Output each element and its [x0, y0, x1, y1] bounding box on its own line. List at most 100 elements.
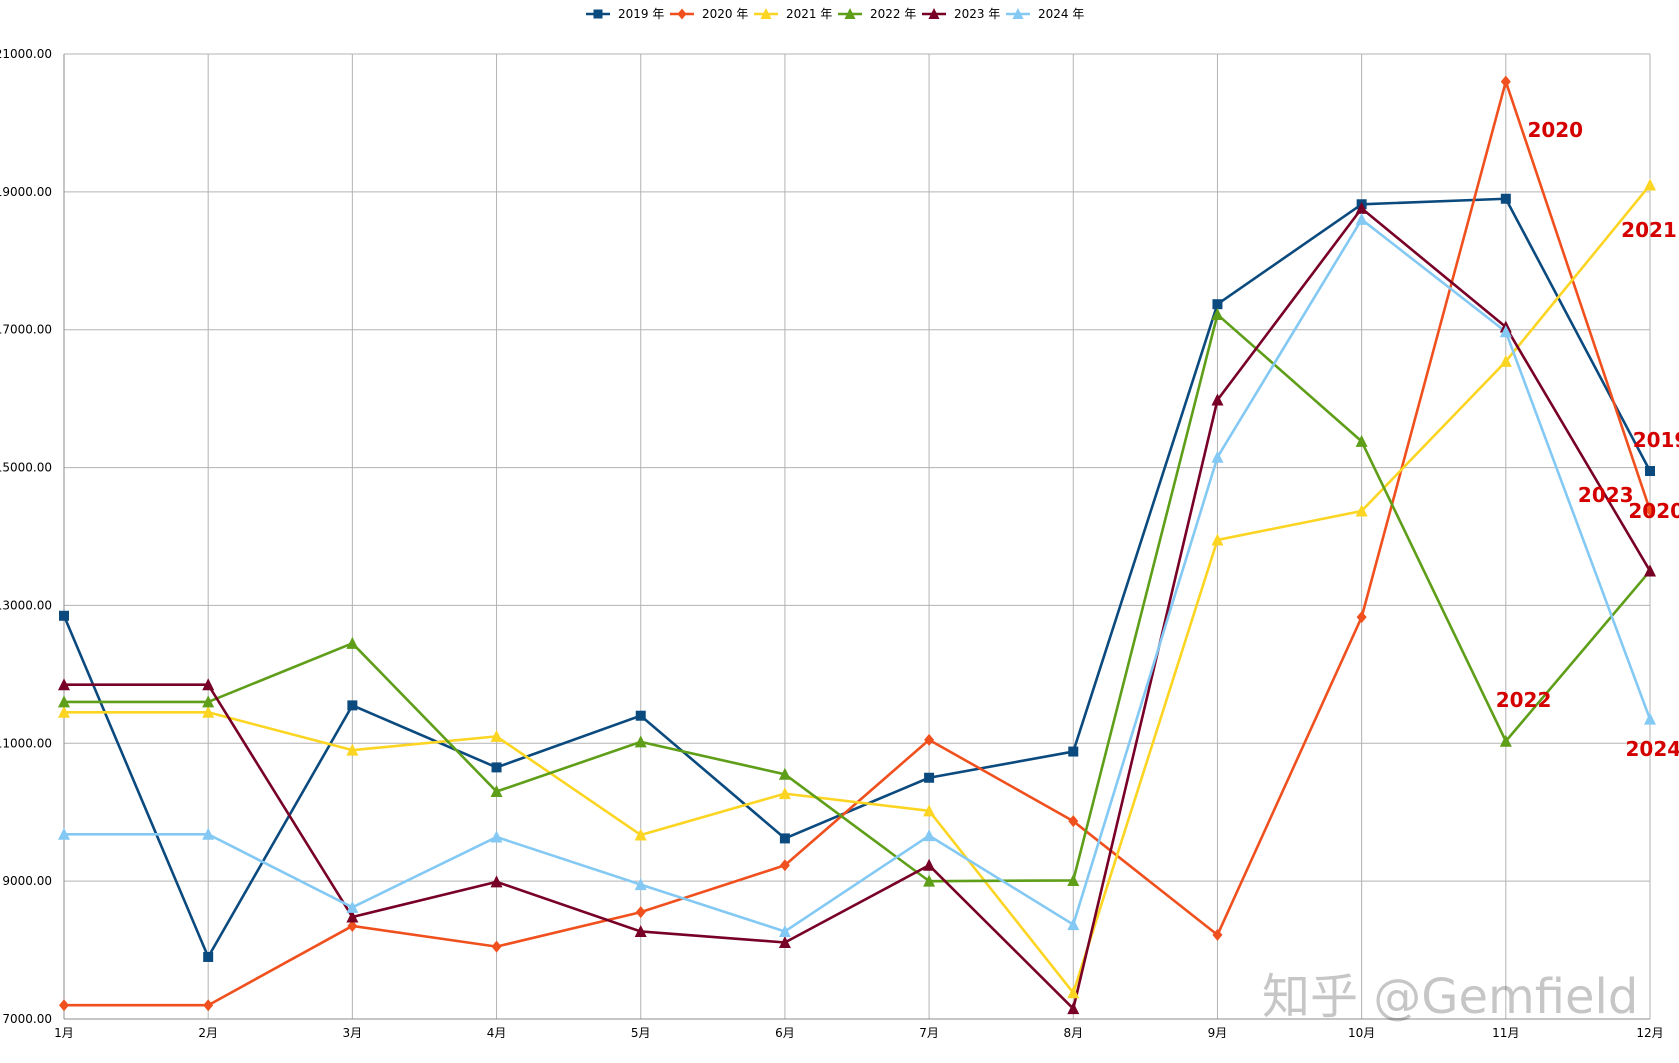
data-point	[347, 700, 358, 711]
watermark-text: 知乎 @Gemfield	[1262, 969, 1638, 1025]
x-tick-label: 2月	[198, 1026, 218, 1040]
series-annotation: 2022	[1496, 688, 1552, 712]
x-tick-label: 11月	[1492, 1026, 1519, 1040]
data-point	[1645, 466, 1655, 477]
legend-label: 2024 年	[1038, 7, 1084, 21]
gridlines	[63, 53, 1651, 1020]
legend-label: 2023 年	[954, 7, 1000, 21]
series-lines	[62, 80, 1652, 1010]
x-tick-label: 7月	[919, 1026, 939, 1040]
data-point	[923, 858, 936, 871]
data-point	[778, 787, 791, 800]
x-tick-label: 10月	[1348, 1026, 1375, 1040]
y-tick-label: 19000.00	[0, 185, 52, 199]
data-point	[1211, 308, 1224, 321]
data-point	[1067, 1002, 1080, 1015]
x-tick-label: 3月	[343, 1026, 363, 1040]
data-point	[59, 999, 69, 1012]
data-point	[346, 743, 359, 756]
y-tick-label: 7000.00	[2, 1012, 52, 1026]
data-point	[346, 910, 359, 923]
data-point	[1355, 434, 1368, 447]
data-point	[1068, 815, 1079, 828]
data-point	[634, 878, 647, 891]
data-point	[202, 705, 215, 718]
data-point	[58, 678, 70, 691]
data-point	[634, 924, 647, 937]
x-tick-label: 6月	[775, 1026, 795, 1040]
data-point	[1212, 928, 1223, 941]
x-tick-label: 9月	[1208, 1026, 1228, 1040]
data-point	[1500, 193, 1511, 204]
series-line	[64, 184, 1652, 995]
y-tick-label: 21000.00	[0, 47, 52, 61]
legend-swatch-marker	[928, 8, 940, 19]
data-point	[58, 705, 70, 718]
x-tick-labels: 1月 2月 3月 4月 5月 6月 7月 8月 9月 10月 11月 12月	[54, 1026, 1663, 1040]
series-annotation: 2023	[1578, 483, 1634, 507]
series-line	[62, 197, 1652, 959]
legend-swatch-marker	[844, 8, 856, 19]
data-point	[58, 827, 70, 840]
x-tick-label: 8月	[1063, 1026, 1083, 1040]
data-point	[1211, 450, 1224, 463]
series-line	[64, 218, 1652, 933]
legend-label: 2019 年	[618, 7, 664, 21]
legend-swatch-marker	[1012, 8, 1024, 19]
data-point	[1355, 212, 1368, 225]
data-point	[778, 924, 791, 937]
series-line	[64, 207, 1652, 1010]
data-point	[635, 710, 646, 721]
data-point	[1645, 504, 1655, 517]
data-point	[1355, 504, 1368, 517]
annotations: 2020202120192023202020222024	[1496, 118, 1679, 761]
data-point	[923, 829, 936, 842]
series-markers	[58, 75, 1656, 1015]
data-point	[59, 610, 69, 621]
data-point	[1356, 611, 1367, 624]
data-point	[490, 830, 503, 843]
data-point	[778, 935, 791, 948]
x-tick-label: 4月	[487, 1026, 507, 1040]
data-point	[203, 951, 214, 962]
series-annotation: 2021	[1621, 218, 1677, 242]
y-tick-label: 9000.00	[2, 874, 52, 888]
data-point	[1500, 75, 1511, 88]
data-point	[1499, 354, 1512, 367]
y-tick-label: 17000.00	[0, 323, 52, 337]
data-point	[1211, 393, 1224, 406]
data-point	[491, 762, 502, 773]
data-point	[1067, 873, 1080, 886]
legend-swatch-marker	[677, 8, 687, 20]
y-tick-label: 15000.00	[0, 461, 52, 475]
legend-swatch-marker	[760, 8, 772, 19]
data-point	[58, 695, 70, 708]
data-point	[923, 804, 936, 817]
x-tick-label: 5月	[631, 1026, 651, 1040]
data-point	[202, 695, 215, 708]
data-point	[490, 729, 503, 742]
data-point	[635, 906, 646, 919]
data-point	[1355, 201, 1368, 214]
data-point	[1499, 734, 1512, 747]
data-point	[490, 785, 503, 798]
y-tick-labels: 7000.00 9000.00 11000.00 13000.00 15000.00 17…	[0, 47, 52, 1026]
data-point	[779, 859, 790, 872]
legend-label: 2020 年	[702, 7, 748, 21]
data-point	[347, 919, 358, 932]
data-point	[202, 827, 215, 840]
data-point	[203, 999, 214, 1012]
legend-label: 2021 年	[786, 7, 832, 21]
y-tick-label: 11000.00	[0, 736, 52, 750]
series-line	[64, 313, 1651, 883]
data-point	[1212, 299, 1223, 310]
data-point	[1644, 178, 1656, 191]
data-point	[1067, 918, 1080, 931]
data-point	[924, 733, 935, 746]
data-point	[346, 636, 359, 649]
series-annotation: 2020	[1628, 499, 1679, 523]
data-point	[491, 940, 502, 953]
data-point	[1499, 325, 1512, 338]
data-point	[924, 772, 935, 783]
